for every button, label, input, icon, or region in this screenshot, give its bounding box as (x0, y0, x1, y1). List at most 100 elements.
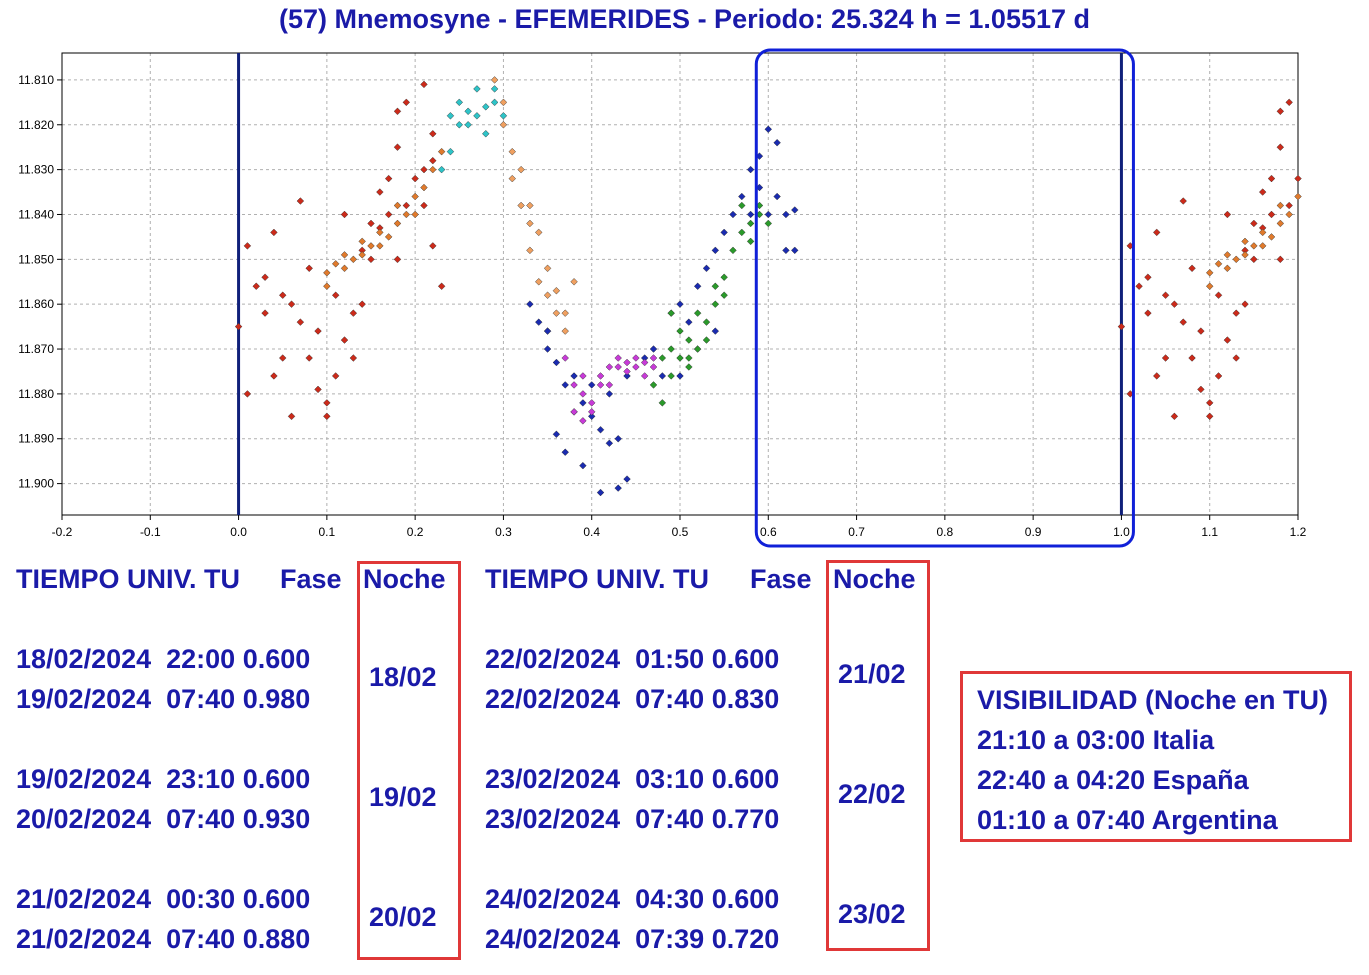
data-point (411, 174, 419, 183)
data-point (1161, 291, 1170, 299)
data-point (340, 210, 349, 219)
data-point (596, 381, 605, 389)
data-point (561, 381, 569, 389)
data-point (446, 112, 455, 120)
data-point (667, 345, 675, 353)
data-point (1197, 385, 1205, 394)
data-point (1214, 291, 1223, 299)
data-point (402, 98, 411, 107)
data-point (367, 219, 375, 228)
data-point (596, 488, 605, 497)
y-tick-label: 11.870 (18, 342, 54, 356)
data-point (561, 309, 569, 317)
left-night: 18/02 (369, 662, 437, 692)
data-point (738, 192, 746, 201)
data-point (623, 372, 631, 380)
data-point (1223, 336, 1232, 344)
data-point (1250, 242, 1258, 250)
data-point (270, 372, 278, 380)
data-point (340, 251, 349, 259)
data-point (1232, 309, 1240, 317)
data-point (1250, 219, 1258, 228)
data-point (261, 273, 269, 282)
x-tick-label: 0.6 (760, 525, 777, 539)
data-point (534, 228, 543, 237)
data-point (614, 434, 622, 443)
data-point (402, 201, 411, 210)
data-point (358, 300, 366, 308)
data-point (1276, 255, 1285, 264)
data-point (508, 147, 517, 156)
data-point (1135, 282, 1143, 290)
data-point (702, 318, 711, 326)
data-point (252, 282, 260, 290)
y-tick-label: 11.880 (18, 387, 54, 401)
data-point (791, 246, 799, 255)
data-point (1205, 412, 1214, 421)
data-point (729, 210, 737, 219)
data-point (543, 327, 552, 335)
data-point (623, 367, 631, 376)
right-row: 23/02/2024 07:40 0.770 (485, 804, 780, 834)
data-point (446, 147, 455, 156)
data-point (1223, 251, 1232, 259)
data-point (658, 372, 667, 380)
data-point (1117, 322, 1126, 331)
phase-markers (237, 53, 1123, 515)
data-point (429, 156, 437, 165)
y-tick-label: 11.860 (18, 297, 54, 311)
data-point (420, 165, 428, 174)
data-point (764, 125, 773, 134)
right-night-box (826, 560, 930, 951)
x-tick-label: 0.3 (495, 525, 512, 539)
data-point (1285, 98, 1293, 107)
data-point (1250, 255, 1258, 264)
x-tick-label: 0.2 (407, 525, 424, 539)
data-point (323, 399, 331, 407)
data-point (534, 318, 543, 326)
data-point (314, 327, 322, 335)
left-row: 19/02/2024 23:10 0.600 (16, 764, 311, 794)
data-point (420, 201, 428, 210)
data-point (596, 372, 605, 380)
x-tick-label: 0.4 (583, 525, 600, 539)
data-point (367, 255, 375, 264)
data-point (376, 188, 384, 196)
light-curve-chart: 11.810 11.820 11.830 11.840 11.850 11.860 11.8… (18, 48, 1307, 548)
y-tick-label: 11.820 (18, 118, 54, 132)
data-point (261, 309, 269, 317)
data-point (791, 206, 799, 214)
visibility-title: VISIBILIDAD (Noche en TU) (977, 685, 1329, 715)
data-point (323, 412, 331, 421)
right-night: 21/02 (838, 659, 906, 689)
right-row: 22/02/2024 07:40 0.830 (485, 684, 780, 714)
right-header-time: TIEMPO UNIV. TU (485, 564, 710, 594)
data-point (243, 242, 252, 250)
data-point (1232, 255, 1240, 264)
x-tick-label: -0.2 (52, 525, 73, 539)
data-point (376, 228, 384, 237)
data-point (499, 121, 508, 129)
data-point (720, 291, 728, 299)
data-point (1223, 264, 1232, 273)
data-point (384, 233, 393, 241)
data-point (1205, 282, 1214, 290)
data-point (437, 165, 446, 174)
page-title: (57) Mnemosyne - EFEMERIDES - Periodo: 2… (278, 4, 1090, 34)
data-point (278, 354, 287, 362)
data-point (1144, 309, 1152, 317)
data-point (579, 390, 587, 398)
left-header-phase: Fase (280, 564, 342, 594)
data-point (473, 112, 481, 120)
data-point (711, 246, 720, 255)
data-point (543, 264, 552, 273)
data-point (605, 439, 614, 447)
data-point (323, 282, 331, 290)
data-point (561, 354, 569, 362)
data-point (720, 228, 728, 237)
data-point (340, 264, 349, 273)
visibility-line: 22:40 a 04:20 España (977, 765, 1249, 795)
right-row: 23/02/2024 03:10 0.600 (485, 764, 780, 794)
data-point (499, 112, 508, 120)
data-point (579, 372, 587, 380)
